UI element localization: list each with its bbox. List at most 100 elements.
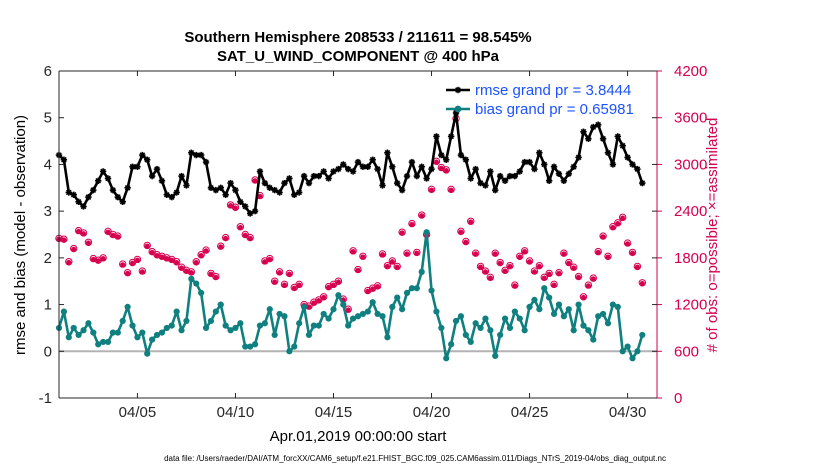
bias-point: [281, 313, 288, 320]
bias-point: [193, 280, 200, 287]
bias-point: [585, 327, 592, 334]
bias-point: [629, 355, 636, 362]
bias-point: [565, 306, 572, 313]
y-right-tick-label: 4200: [674, 63, 707, 80]
obs-assimilated-point-stroke: [184, 268, 189, 274]
obs-assimilated-point: [468, 219, 474, 225]
rmse-point-stroke: [600, 135, 606, 142]
rmse-point-stroke: [114, 194, 121, 200]
rmse-point: [291, 191, 298, 198]
obs-assimilated-point-stroke: [237, 225, 243, 230]
rmse-point-stroke: [198, 152, 204, 158]
bias-point: [109, 329, 117, 336]
bias-point: [546, 294, 553, 301]
bias-point: [310, 322, 317, 329]
bias-point: [227, 327, 234, 334]
bias-point: [129, 322, 136, 329]
rmse-point-stroke: [345, 166, 352, 172]
obs-assimilated-point: [566, 260, 572, 266]
obs-assimilated-point: [399, 230, 405, 236]
obs-assimilated-point-stroke: [144, 243, 150, 249]
bias-point: [85, 320, 92, 327]
rmse-point: [604, 149, 612, 156]
bias-point: [443, 355, 450, 362]
obs-assimilated-point-stroke: [169, 257, 175, 263]
data-file-footnote: data file: /Users/raeder/DAI/ATM_forcXX/…: [164, 454, 666, 463]
obs-assimilated-point: [139, 269, 145, 275]
rmse-point-stroke: [497, 173, 503, 179]
rmse-point-stroke: [183, 182, 190, 189]
rmse-point: [188, 149, 195, 156]
rmse-point-stroke: [502, 177, 508, 184]
obs-assimilated-point: [120, 262, 126, 268]
rmse-point-stroke: [629, 161, 636, 168]
rmse-point-stroke: [516, 168, 523, 175]
obs-assimilated-point-stroke: [66, 260, 72, 265]
obs-assimilated-point-stroke: [242, 232, 248, 238]
y-tick-label: 0: [44, 343, 52, 360]
bias-point: [511, 308, 518, 315]
obs-assimilated-point: [419, 213, 425, 219]
rmse-point-stroke: [610, 161, 616, 168]
bias-point: [100, 338, 107, 346]
obs-assimilated-point-stroke: [296, 282, 302, 288]
obs-assimilated-point-stroke: [541, 275, 547, 281]
rmse-point-stroke: [213, 187, 219, 193]
rmse-point: [477, 179, 484, 187]
obs-assimilated-point-stroke: [61, 237, 67, 243]
rmse-point: [526, 158, 533, 166]
legend-bias-marker: [454, 105, 462, 113]
rmse-point-stroke: [467, 175, 474, 182]
obs-assimilated-point: [355, 267, 361, 273]
obs-assimilated-point: [321, 294, 327, 301]
obs-assimilated-point: [316, 298, 322, 304]
rmse-point: [639, 179, 646, 187]
bias-point: [418, 268, 425, 275]
obs-assimilated-point-stroke: [355, 267, 361, 273]
rmse-point: [438, 151, 445, 159]
obs-assimilated-point-stroke: [576, 274, 581, 280]
obs-assimilated-point-stroke: [385, 264, 390, 269]
obs-assimilated-point: [585, 283, 591, 289]
obs-assimilated-point: [433, 159, 440, 165]
obs-assimilated-point: [164, 256, 170, 262]
legend-rmse-marker-stroke: [455, 87, 461, 93]
rmse-point-stroke: [95, 177, 102, 184]
obs-assimilated-point-stroke: [590, 276, 596, 282]
obs-assimilated-point: [629, 250, 636, 256]
bias-point: [271, 331, 278, 339]
rmse-point: [95, 177, 102, 184]
obs-assimilated-point-stroke: [115, 234, 121, 240]
legend-rmse-marker: [454, 86, 462, 94]
rmse-point-stroke: [193, 152, 200, 158]
bias-point: [374, 310, 381, 318]
obs-assimilated-point-stroke: [228, 203, 233, 209]
rmse-point-stroke: [335, 166, 342, 172]
obs-assimilated-point-stroke: [306, 304, 312, 310]
bias-point: [354, 313, 362, 320]
rmse-point-stroke: [80, 203, 87, 210]
obs-assimilated-point-stroke: [100, 256, 106, 262]
obs-assimilated-point: [134, 257, 141, 263]
rmse-point: [114, 193, 122, 201]
bias-point: [340, 301, 347, 308]
obs-assimilated-point: [286, 271, 292, 277]
rmse-point: [217, 184, 224, 191]
bias-point: [217, 301, 224, 308]
obs-assimilated-point-stroke: [463, 239, 469, 245]
rmse-point: [335, 165, 342, 173]
rmse-point-stroke: [306, 180, 312, 186]
rmse-point-stroke: [237, 198, 244, 205]
obs-assimilated-point-stroke: [86, 240, 91, 246]
obs-assimilated-point-stroke: [282, 282, 287, 288]
obs-assimilated-point: [580, 294, 587, 301]
rmse-series-line: [58, 111, 644, 215]
rmse-point-stroke: [257, 168, 263, 175]
rmse-point-stroke: [203, 159, 209, 165]
rmse-point: [467, 175, 474, 182]
obs-assimilated-point: [448, 187, 454, 193]
obs-assimilated-point: [463, 239, 469, 245]
rmse-point-stroke: [438, 152, 445, 158]
rmse-point-stroke: [639, 180, 646, 186]
bias-point: [188, 275, 195, 282]
